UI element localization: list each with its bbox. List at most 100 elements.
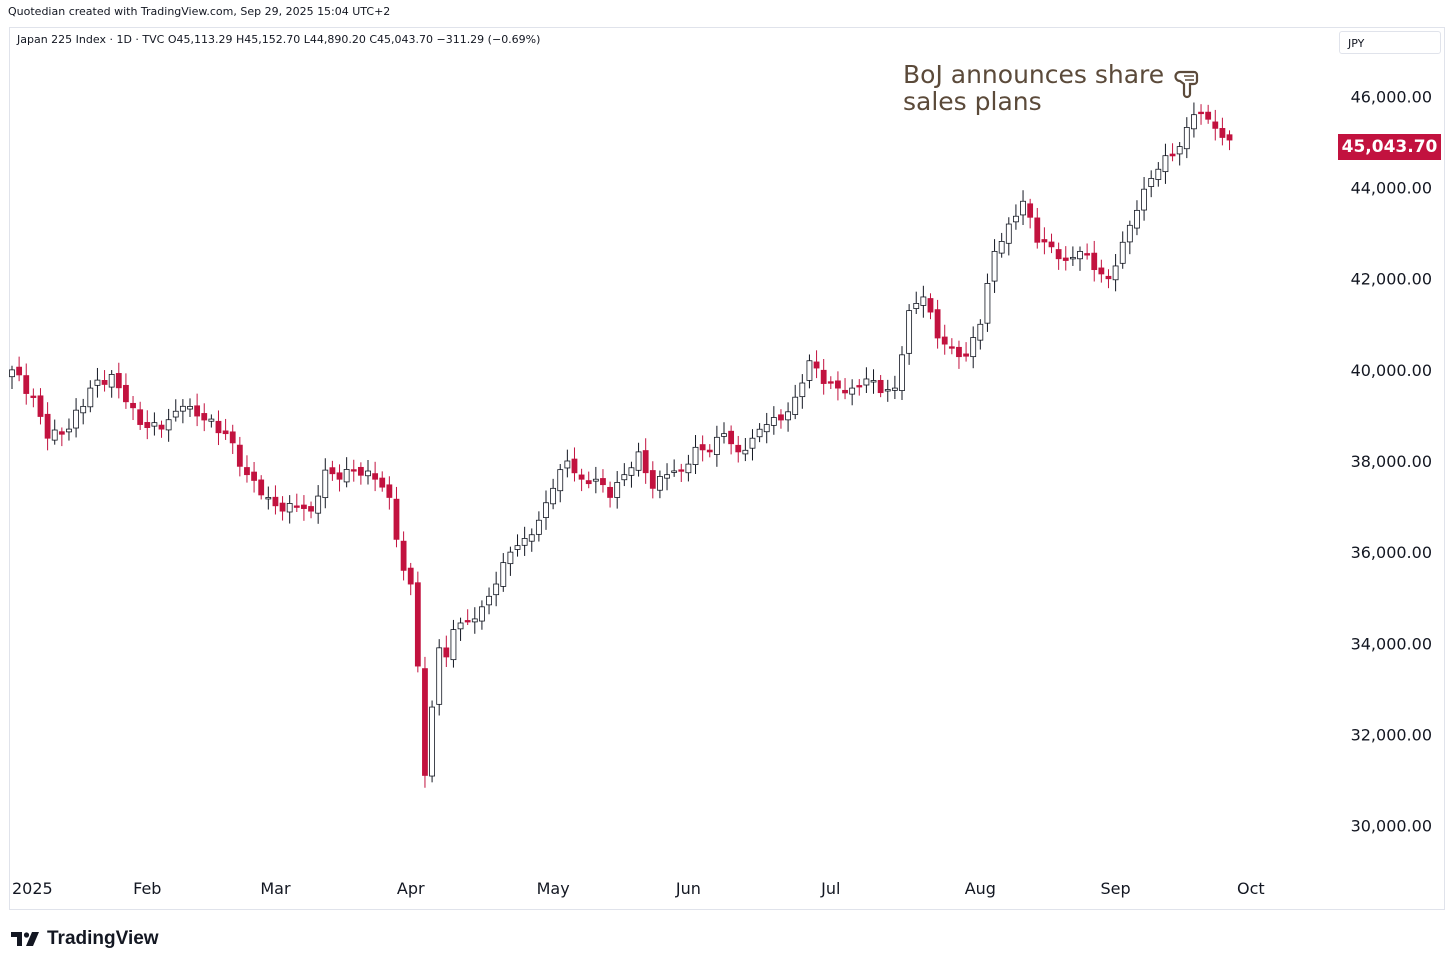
candle-body	[386, 484, 393, 498]
candle-body	[479, 606, 485, 622]
candle-body	[906, 310, 913, 354]
candle-body	[1055, 249, 1062, 260]
candle-body	[165, 419, 172, 431]
candle	[628, 461, 635, 488]
x-tick-label: Oct	[1237, 879, 1265, 898]
candle	[585, 471, 592, 489]
tradingview-brand[interactable]: TradingView	[11, 928, 159, 950]
x-tick-label: Aug	[965, 879, 996, 898]
candle-body	[756, 428, 763, 438]
candle-body	[400, 540, 407, 571]
y-tick-label: 32,000.00	[1351, 725, 1432, 744]
candle-body	[592, 478, 599, 482]
candle	[842, 378, 848, 400]
candle	[813, 350, 820, 379]
candle-body	[614, 482, 621, 498]
candle-body	[1062, 257, 1069, 261]
candle	[258, 475, 265, 500]
candle-body	[728, 430, 735, 445]
chart-attribution: Quotedian created with TradingView.com, …	[8, 5, 391, 18]
candle	[891, 375, 898, 400]
candle	[393, 486, 400, 548]
y-tick-label: 44,000.00	[1351, 179, 1432, 198]
candle	[571, 447, 578, 482]
candle	[614, 471, 621, 509]
candle	[728, 425, 735, 455]
candle-body	[151, 422, 158, 427]
candle-body	[671, 470, 678, 473]
candle-body	[1013, 215, 1019, 223]
candle	[1119, 231, 1126, 269]
candle	[1212, 109, 1219, 141]
candle-body	[535, 519, 542, 535]
candle-body	[172, 410, 179, 418]
candle-body	[279, 502, 286, 512]
candle-body	[849, 387, 856, 395]
candle-body	[422, 668, 428, 776]
candle-body	[336, 472, 343, 480]
candle	[251, 461, 257, 493]
candle-body	[1162, 155, 1169, 173]
candle-body	[521, 538, 528, 546]
candle-body	[657, 476, 663, 491]
candle-body	[635, 451, 642, 471]
candle-body	[208, 418, 215, 422]
candle-body	[236, 444, 243, 467]
candle	[1169, 143, 1176, 162]
candle	[144, 410, 151, 440]
candle	[443, 635, 450, 667]
x-tick-label: Feb	[133, 879, 161, 898]
candle	[1134, 200, 1140, 236]
candle-body	[557, 469, 564, 492]
candle	[849, 379, 856, 406]
candle	[607, 481, 613, 508]
candle	[977, 319, 984, 350]
candle	[464, 609, 471, 626]
candle-body	[1212, 121, 1219, 129]
candle	[906, 304, 913, 365]
candle	[479, 600, 485, 630]
currency-label[interactable]: JPY	[1339, 31, 1441, 54]
candle	[108, 370, 115, 398]
candle-body	[357, 466, 364, 476]
y-tick-label: 30,000.00	[1351, 817, 1432, 836]
candle	[179, 399, 186, 424]
candle	[820, 358, 827, 395]
candle-body	[1069, 256, 1076, 260]
candle	[1162, 143, 1169, 184]
candle-body	[108, 374, 115, 388]
candle-body	[842, 389, 848, 394]
candle-body	[763, 424, 770, 433]
candle	[1034, 207, 1041, 249]
candle-body	[927, 298, 934, 313]
candle-body	[877, 379, 884, 394]
candle	[1020, 190, 1026, 226]
candle-body	[58, 431, 65, 435]
candle-body	[137, 409, 144, 425]
candle	[80, 398, 87, 425]
candle-body	[1034, 217, 1041, 243]
candle-body	[1005, 223, 1012, 244]
candle-body	[713, 436, 720, 455]
candle-body	[436, 647, 443, 705]
candle	[799, 374, 806, 409]
candle	[806, 354, 813, 389]
candle	[671, 459, 678, 477]
candle	[73, 398, 79, 438]
candle	[1013, 204, 1019, 230]
candle-body	[94, 379, 101, 386]
candle-body	[721, 433, 727, 437]
candle	[308, 501, 314, 519]
candle-body	[792, 396, 799, 415]
candle	[657, 470, 663, 499]
candle	[1069, 246, 1076, 266]
candle-body	[1084, 253, 1091, 256]
candle	[194, 393, 201, 427]
candle	[1055, 242, 1062, 270]
candle	[329, 460, 336, 481]
candle-body	[514, 545, 521, 550]
candle	[699, 435, 706, 462]
candle	[265, 486, 272, 510]
y-tick-label: 40,000.00	[1351, 361, 1432, 380]
